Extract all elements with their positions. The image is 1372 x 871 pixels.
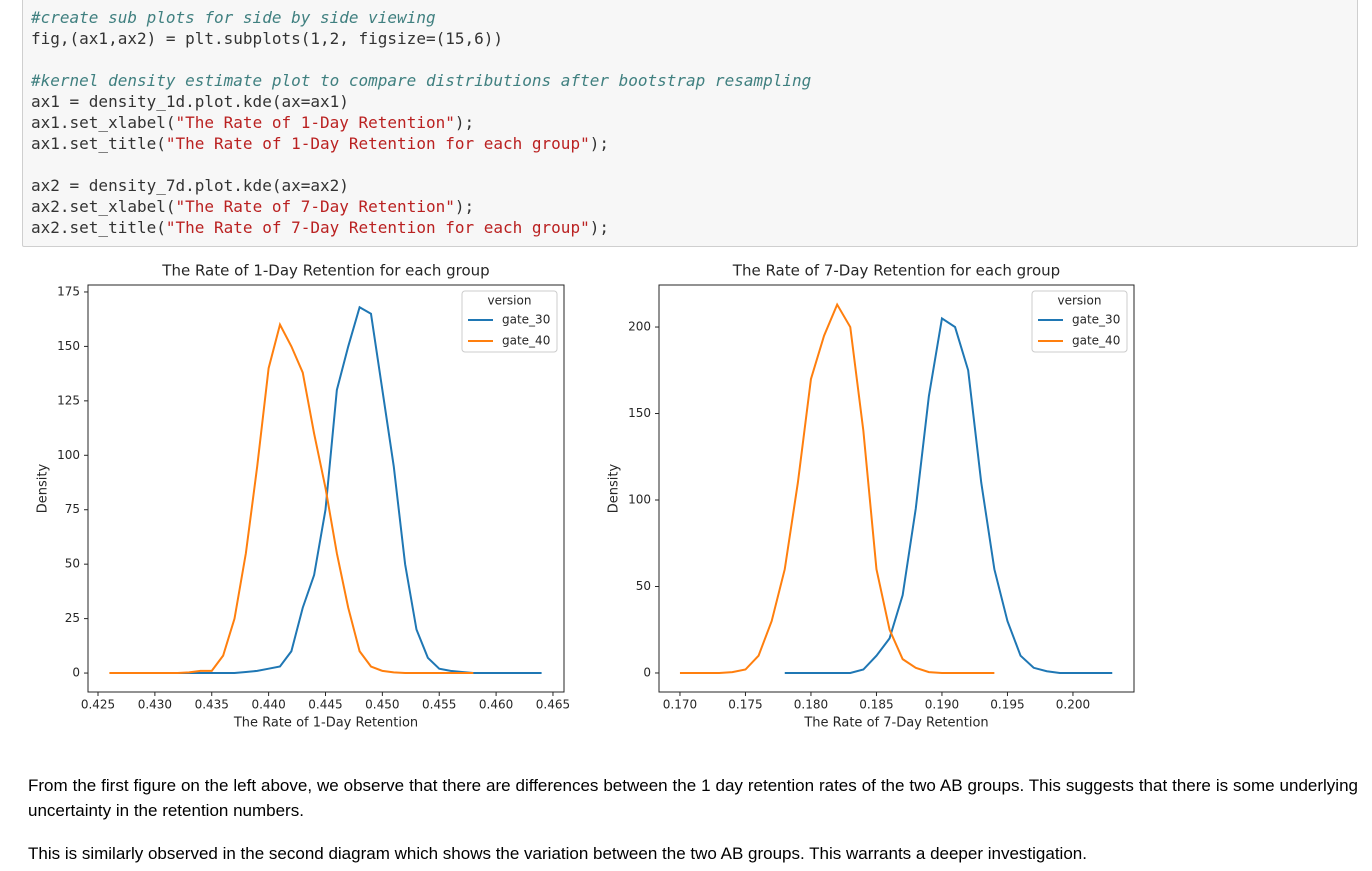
y-tick-label: 175 — [57, 284, 80, 298]
kde-line — [784, 316, 1113, 674]
code-text: ); — [589, 134, 609, 153]
x-tick-label: 0.425 — [81, 698, 115, 712]
chart-title: The Rate of 7-Day Retention for each gro… — [732, 262, 1060, 280]
legend-box — [461, 290, 558, 353]
chart-title: The Rate of 1-Day Retention for each gro… — [161, 262, 489, 280]
code-comment: #create sub plots for side by side viewi… — [31, 8, 436, 27]
legend-title: version — [1058, 294, 1102, 308]
kde-line — [109, 321, 474, 675]
legend-label: gate_40 — [1072, 334, 1120, 348]
x-tick-label: 0.200 — [1056, 698, 1090, 712]
x-tick-label: 0.180 — [794, 698, 828, 712]
code-text: ax1.set_xlabel( — [31, 113, 176, 132]
x-tick-label: 0.435 — [195, 698, 229, 712]
y-tick-label: 150 — [57, 339, 80, 353]
code-line: ax2.set_title("The Rate of 7-Day Retenti… — [31, 217, 1357, 238]
y-tick-label: 100 — [57, 448, 80, 462]
y-tick-label: 0 — [643, 665, 651, 679]
x-tick-label: 0.440 — [251, 698, 285, 712]
code-text: ); — [454, 113, 475, 132]
x-tick-label: 0.190 — [925, 698, 959, 712]
kde-line — [177, 305, 542, 675]
x-axis-label: The Rate of 1-Day Retention — [233, 716, 418, 731]
x-tick-label: 0.460 — [479, 698, 513, 712]
x-tick-label: 0.175 — [728, 698, 762, 712]
code-text: ax2.set_title( — [31, 218, 166, 237]
blank-line — [31, 154, 1357, 175]
y-tick-label: 50 — [65, 557, 80, 571]
code-comment: #kernel density estimate plot to compare… — [31, 71, 812, 90]
x-tick-label: 0.450 — [365, 698, 399, 712]
code-line: ax1.set_title("The Rate of 1-Day Retenti… — [31, 133, 1357, 154]
axes-frame — [87, 284, 565, 693]
x-tick-label: 0.185 — [859, 698, 893, 712]
x-axis-label: The Rate of 7-Day Retention — [803, 716, 988, 731]
code-text: ax2 = density_7d.plot.kde(ax=ax2) — [31, 176, 349, 195]
y-tick-label: 75 — [65, 502, 80, 516]
y-tick-label: 100 — [628, 493, 651, 507]
x-tick-label: 0.430 — [138, 698, 172, 712]
legend-label: gate_40 — [502, 334, 550, 348]
code-string: "The Rate of 1-Day Retention" — [175, 113, 455, 132]
code-text: ); — [589, 218, 609, 237]
x-tick-label: 0.465 — [536, 698, 570, 712]
paragraph: This is similarly observed in the second… — [28, 844, 1087, 863]
legend-label: gate_30 — [502, 313, 550, 327]
charts: The Rate of 1-Day Retention for each gro… — [36, 262, 1135, 731]
code-string: "The Rate of 7-Day Retention" — [175, 197, 455, 216]
y-tick-label: 50 — [636, 579, 651, 593]
legend-title: version — [488, 294, 532, 308]
blank-line — [31, 49, 1357, 70]
y-tick-label: 150 — [628, 406, 651, 420]
x-tick-label: 0.170 — [663, 698, 697, 712]
code-line: #create sub plots for side by side viewi… — [31, 7, 1357, 28]
y-tick-label: 0 — [72, 666, 80, 680]
code-text: ); — [454, 197, 475, 216]
y-tick-label: 125 — [57, 393, 80, 407]
code-string: "The Rate of 1-Day Retention for each gr… — [165, 134, 590, 153]
y-axis-label: Density — [607, 463, 622, 513]
code-line: #kernel density estimate plot to compare… — [31, 70, 1357, 91]
code-cell: #create sub plots for side by side viewi… — [22, 0, 1358, 247]
axes-frame — [658, 284, 1135, 693]
code-text: fig,(ax1,ax2) = plt.subplots(1,2, figsiz… — [31, 29, 504, 48]
x-tick-label: 0.445 — [308, 698, 342, 712]
code-line: ax1.set_xlabel("The Rate of 1-Day Retent… — [31, 112, 1357, 133]
kde-line — [679, 302, 995, 674]
legend-label: gate_30 — [1072, 313, 1120, 327]
code-line: ax1 = density_1d.plot.kde(ax=ax1) — [31, 91, 1357, 112]
code-line: fig,(ax1,ax2) = plt.subplots(1,2, figsiz… — [31, 28, 1357, 49]
y-tick-label: 200 — [628, 320, 651, 334]
code-text: ax1 = density_1d.plot.kde(ax=ax1) — [31, 92, 349, 111]
x-tick-label: 0.455 — [422, 698, 456, 712]
y-tick-label: 25 — [65, 611, 80, 625]
code-string: "The Rate of 7-Day Retention for each gr… — [165, 218, 590, 237]
code-line: ax2.set_xlabel("The Rate of 7-Day Retent… — [31, 196, 1357, 217]
code-line: ax2 = density_7d.plot.kde(ax=ax2) — [31, 175, 1357, 196]
code-text: ax1.set_title( — [31, 134, 166, 153]
y-axis-label: Density — [36, 463, 51, 513]
x-tick-label: 0.195 — [990, 698, 1024, 712]
legend-box — [1031, 290, 1128, 353]
code-text: ax2.set_xlabel( — [31, 197, 176, 216]
paragraph: From the first figure on the left above,… — [28, 776, 1358, 820]
